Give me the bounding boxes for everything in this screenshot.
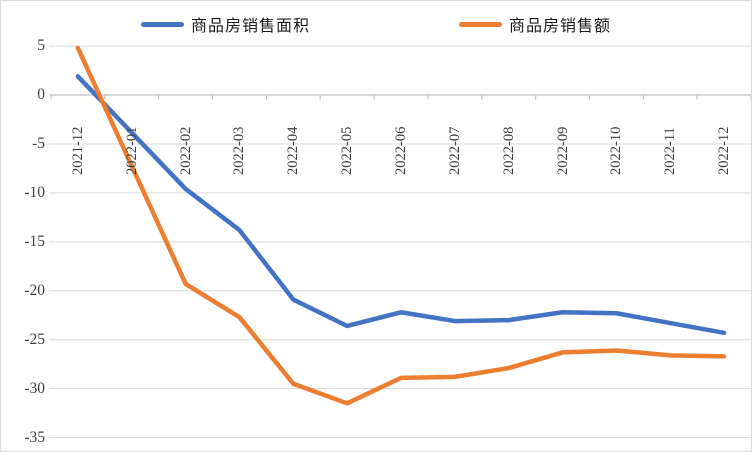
legend-item-sales-area: 商品房销售面积 — [141, 13, 310, 35]
y-axis-tick-label: -25 — [24, 330, 45, 348]
legend-label-sales-value: 商品房销售额 — [509, 16, 612, 35]
y-axis-tick-label: 0 — [37, 86, 45, 103]
series-line-sales-value — [75, 45, 727, 406]
y-axis-tick-label: -10 — [24, 183, 45, 201]
x-axis-tick-label: 2022-11 — [662, 127, 679, 175]
x-axis-tick-label: 2022-06 — [393, 126, 409, 175]
x-axis-tick-label: 2022-02 — [177, 126, 194, 175]
x-axis-tick-label: 2022-10 — [608, 126, 625, 175]
y-axis-tick-label: -35 — [24, 428, 45, 446]
x-axis-tick-label: 2022-03 — [231, 126, 248, 175]
series-line-sales-area — [75, 74, 727, 336]
x-axis-tick-label: 2022-07 — [446, 126, 463, 175]
x-axis-tick-label: 2022-08 — [500, 126, 517, 175]
y-axis-tick-label: -5 — [32, 134, 45, 152]
category-axis — [50, 94, 751, 100]
legend-swatch-sales-value — [459, 21, 502, 27]
x-axis-tick-label: 2022-09 — [554, 126, 571, 175]
x-axis-tick-label: 2022-12 — [716, 126, 733, 175]
x-axis-tick-label: 2022-05 — [339, 126, 356, 175]
y-axis-tick-label: -20 — [24, 281, 45, 299]
x-axis-tick-label: 2022-01 — [123, 126, 140, 175]
legend-item-sales-value: 商品房销售额 — [459, 13, 611, 35]
y-axis-tick-label: -30 — [24, 379, 45, 397]
y-axis-tick-label: 5 — [37, 37, 45, 55]
legend-swatch-sales-area — [141, 21, 184, 27]
x-axis-tick-label: 2021-12 — [69, 126, 86, 175]
y-axis-tick-label: -15 — [24, 232, 45, 250]
legend-label-sales-area: 商品房销售面积 — [191, 16, 311, 35]
x-axis-tick-label: 2022-04 — [285, 126, 302, 175]
